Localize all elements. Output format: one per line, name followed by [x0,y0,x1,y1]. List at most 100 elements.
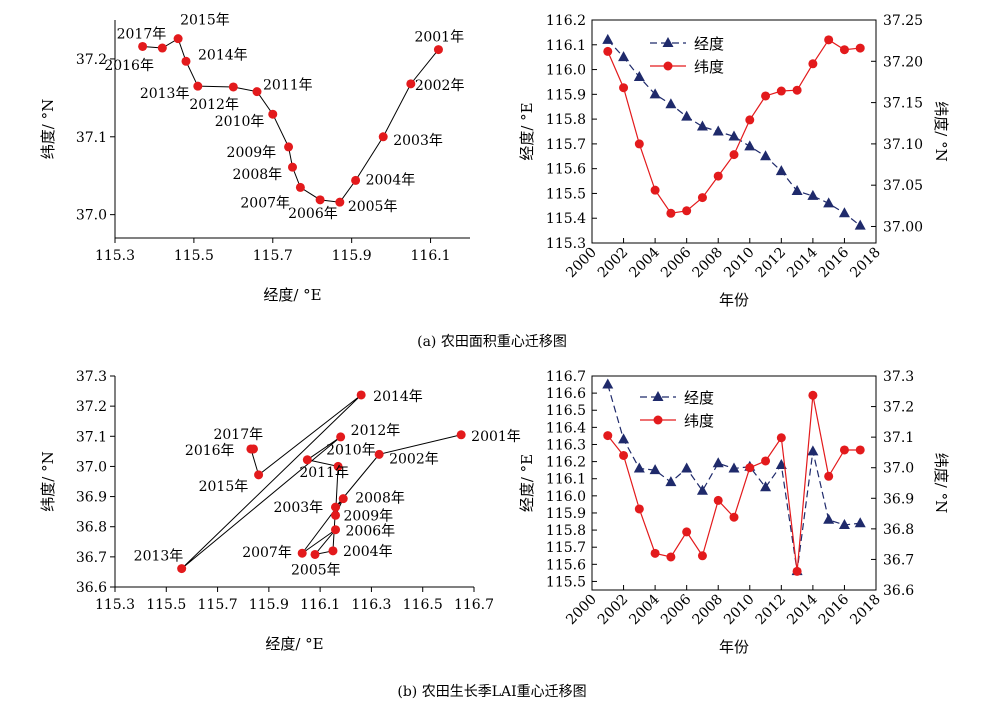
trajectory-point [228,82,238,92]
latitude-point [666,208,676,218]
y-tick-label: 37.1 [76,429,107,445]
latitude-point [855,43,865,53]
x-tick-label: 2014 [784,244,821,281]
longitude-point [854,517,866,528]
latitude-point [729,512,739,522]
longitude-point [712,457,724,468]
y-left-tick-label: 115.5 [546,186,586,202]
latitude-point [634,139,644,149]
latitude-point [634,504,644,514]
y-tick-label: 37.0 [76,208,107,224]
latitude-point [745,463,755,473]
latitude-point [666,552,676,562]
longitude-point [823,197,835,208]
point-label: 2015年 [199,479,249,495]
y-left-axis-title: 经度/ °E [518,454,536,512]
latitude-point [824,35,834,45]
longitude-point [775,459,787,470]
point-label: 2008年 [355,491,405,507]
point-label: 2004年 [366,172,416,188]
point-label: 2007年 [242,545,292,561]
y-left-tick-label: 116.3 [546,437,586,453]
y-tick-label: 37.1 [76,130,107,146]
longitude-point [665,98,677,109]
point-label: 2011年 [299,465,349,481]
latitude-point [603,431,613,441]
trajectory-point [351,175,361,185]
plot-frame [591,19,877,244]
latitude-point [713,171,723,181]
trajectory-point [252,87,262,97]
legend-marker [653,415,663,425]
latitude-point [697,551,707,561]
longitude-point [823,513,835,524]
x-tick-label: 2002 [595,245,632,282]
trajectory-point [331,525,341,535]
y-tick-label: 36.8 [76,520,107,536]
trajectory-point [333,461,343,471]
latitude-point [855,445,865,455]
legend-marker [662,37,674,47]
y-left-tick-label: 115.9 [546,506,586,522]
y-right-tick-label: 37.25 [883,13,923,29]
x-tick-label: 2000 [563,592,600,629]
series-line-latitude [607,39,861,214]
point-label: 2013年 [140,86,190,102]
point-label: 2016年 [185,443,235,459]
trajectory-point [138,41,148,51]
point-label: 2015年 [180,13,230,29]
latitude-point [650,548,660,558]
latitude-point [619,450,629,460]
legend-label: 经度 [684,389,714,407]
y-left-tick-label: 115.4 [546,211,586,227]
y-left-tick-label: 115.3 [546,236,586,252]
plot-frame [591,375,877,591]
y-left-tick-label: 115.7 [546,137,586,153]
point-label: 2008年 [233,167,283,183]
caption-b: (b) 农田生长季LAI重心迁移图 [397,684,586,700]
latitude-point [776,433,786,443]
y-left-tick-label: 115.9 [546,87,586,103]
y-left-tick-label: 115.6 [546,557,586,573]
x-tick-label: 115.3 [95,597,135,613]
trajectory-point [378,132,388,142]
point-label: 2004年 [343,544,393,560]
longitude-point [760,481,772,492]
latitude-point [792,85,802,95]
x-tick-label: 2008 [690,592,727,629]
point-label: 2009年 [227,145,277,161]
y-right-tick-label: 37.2 [883,400,914,416]
y-right-tick-label: 37.00 [883,219,923,235]
point-label: 2001年 [414,30,464,46]
panel-b-timeseries-chart: 2000200220042006200820102012201420162018… [518,369,950,656]
trajectory-point [173,34,183,44]
longitude-point [838,518,850,529]
longitude-point [696,484,708,495]
latitude-point [745,115,755,125]
point-label: 2010年 [215,114,265,130]
point-label: 2006年 [288,206,338,222]
longitude-point [791,184,803,195]
point-label: 2017年 [117,26,167,42]
point-label: 2017年 [213,427,263,443]
trajectory-point [336,432,346,442]
x-tick-label: 2016 [816,591,853,628]
point-label: 2007年 [240,195,290,211]
y-right-tick-label: 37.05 [883,178,923,194]
longitude-point [681,110,693,121]
point-label: 2003年 [393,133,443,149]
y-tick-label: 37.2 [76,399,107,415]
trajectory-point [338,494,348,504]
latitude-point [761,456,771,466]
trajectory-point [302,455,312,465]
trajectory-point [193,81,203,91]
x-tick-label: 115.5 [146,597,186,613]
y-left-tick-label: 116.2 [546,455,586,471]
y-left-tick-label: 116.0 [546,489,586,505]
trajectory-point [177,564,187,574]
panel-a-trajectory-chart: 115.3 115.5 115.7 115.9 116.1 37.0 37.1 37.2 经度/… [39,13,470,304]
x-tick-label: 2008 [690,245,727,282]
longitude-point [633,462,645,473]
point-label: 2002年 [389,451,439,467]
